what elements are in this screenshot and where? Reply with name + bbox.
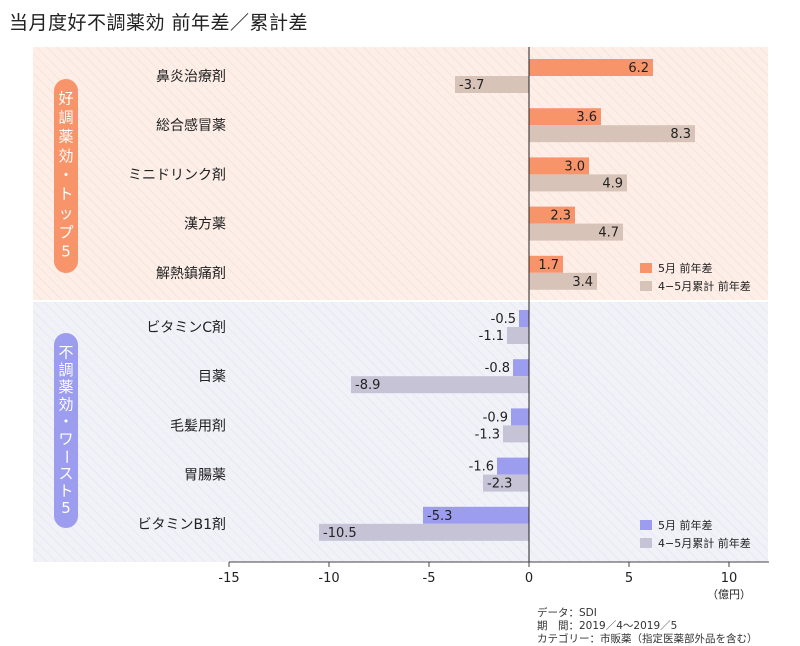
bar-current bbox=[529, 108, 601, 126]
data-label-current: 6.2 bbox=[628, 61, 649, 76]
data-label-current: 1.7 bbox=[538, 258, 559, 273]
data-label-current: -0.5 bbox=[491, 312, 516, 327]
data-label-current: -0.9 bbox=[483, 410, 508, 425]
bar-current bbox=[513, 359, 529, 377]
footnote-category: カテゴリー：市販薬（指定医薬部外品を含む） bbox=[537, 633, 758, 645]
data-label-cumulative: -2.3 bbox=[487, 477, 512, 492]
data-label-current: -5.3 bbox=[427, 509, 452, 524]
group-label-pill-2 bbox=[54, 333, 78, 528]
bar-cumulative bbox=[507, 327, 529, 344]
bar-current bbox=[423, 506, 529, 524]
group-label-char: ト bbox=[58, 482, 73, 500]
category-label: 解熱鎮痛剤 bbox=[156, 265, 226, 282]
bar-current bbox=[511, 408, 529, 426]
category-label: 胃腸薬 bbox=[184, 468, 226, 484]
group-label-char: 薬 bbox=[58, 128, 73, 146]
bar-cumulative bbox=[529, 272, 597, 290]
legend-label-current: 5月 前年差 bbox=[658, 518, 713, 532]
data-label-current: 2.3 bbox=[550, 209, 571, 224]
bar-cumulative bbox=[529, 125, 695, 143]
data-label-current: 3.6 bbox=[576, 110, 597, 125]
data-label-cumulative: -1.3 bbox=[475, 427, 500, 442]
group-label-char: 薬 bbox=[58, 378, 73, 396]
data-label-cumulative: -10.5 bbox=[323, 526, 357, 541]
bar-current bbox=[529, 206, 575, 224]
bar-cumulative bbox=[529, 223, 623, 241]
category-label: 目薬 bbox=[198, 369, 226, 385]
group-label-char: ・ bbox=[58, 413, 73, 431]
category-label: ミニドリンク剤 bbox=[128, 167, 226, 183]
category-label: 漢方薬 bbox=[184, 217, 226, 233]
bar-current bbox=[497, 457, 529, 475]
group-label-char: ス bbox=[58, 465, 73, 483]
group-label-char: ワ bbox=[58, 430, 73, 448]
legend-swatch-cumulative bbox=[640, 281, 652, 291]
data-label-cumulative: 8.3 bbox=[670, 127, 691, 142]
legend-label-cumulative: 4−5月累計 前年差 bbox=[658, 279, 751, 293]
bar-current bbox=[529, 255, 563, 273]
x-tick-label: -10 bbox=[318, 571, 339, 586]
legend-swatch-current bbox=[640, 520, 652, 530]
data-label-cumulative: -1.1 bbox=[479, 329, 504, 344]
data-label-cumulative: -3.7 bbox=[459, 78, 484, 93]
data-label-current: -0.8 bbox=[485, 361, 510, 376]
group-label-char: ト bbox=[58, 185, 73, 203]
category-label: 毛髪用剤 bbox=[170, 418, 226, 434]
group-label-char: 5 bbox=[61, 242, 71, 260]
data-label-cumulative: 4.7 bbox=[598, 226, 619, 241]
category-label: 総合感冒薬 bbox=[156, 117, 226, 134]
group-label-char: 好 bbox=[58, 90, 73, 108]
group-label-char: 効 bbox=[58, 395, 73, 413]
bar-cumulative bbox=[319, 523, 529, 541]
legend-label-current: 5月 前年差 bbox=[658, 261, 713, 275]
data-label-current: 3.0 bbox=[564, 159, 585, 174]
bar-cumulative bbox=[503, 425, 529, 443]
legend-swatch-cumulative bbox=[640, 538, 652, 548]
legend-label-cumulative: 4−5月累計 前年差 bbox=[658, 536, 751, 550]
x-tick-label: 5 bbox=[625, 571, 633, 586]
group-label-char: ー bbox=[58, 449, 76, 464]
group-label-char: 調 bbox=[58, 109, 73, 127]
group-label-char: プ bbox=[58, 223, 73, 241]
footnote-period: 期 間：2019／4〜2019／5 bbox=[537, 620, 678, 632]
bar-cumulative bbox=[483, 474, 529, 492]
x-axis-unit: （億円） bbox=[707, 588, 751, 601]
footnote-source: データ：SDI bbox=[537, 607, 597, 619]
bar-current bbox=[529, 59, 653, 76]
panel-background-2 bbox=[33, 301, 768, 562]
category-label: ビタミンB1剤 bbox=[137, 517, 226, 533]
data-label-cumulative: -8.9 bbox=[355, 378, 380, 393]
x-tick-label: -5 bbox=[423, 571, 436, 586]
x-tick-label: -15 bbox=[218, 571, 239, 586]
x-tick-label: 0 bbox=[525, 571, 533, 586]
category-label: 鼻炎治療剤 bbox=[156, 68, 226, 85]
group-label-char: 不 bbox=[58, 344, 73, 362]
group-label-char: 5 bbox=[61, 499, 71, 517]
bar-cumulative bbox=[529, 174, 627, 192]
category-label: ビタミンC剤 bbox=[146, 320, 226, 336]
group-label-char: ッ bbox=[58, 204, 73, 222]
group-label-char: 調 bbox=[58, 361, 73, 379]
chart-title: 当月度好不調薬効 前年差／累計差 bbox=[9, 12, 309, 34]
x-tick-label: 10 bbox=[721, 571, 738, 586]
group-label-char: ・ bbox=[58, 166, 73, 184]
panel-background-1 bbox=[33, 47, 768, 301]
bar-cumulative bbox=[351, 376, 529, 394]
data-label-current: -1.6 bbox=[469, 460, 494, 475]
bar-current bbox=[519, 310, 529, 327]
data-label-cumulative: 4.9 bbox=[602, 176, 623, 191]
data-label-cumulative: 3.4 bbox=[572, 275, 593, 290]
bar-cumulative bbox=[455, 76, 529, 93]
legend-swatch-current bbox=[640, 263, 652, 273]
bar-current bbox=[529, 157, 589, 175]
group-label-char: 効 bbox=[58, 147, 73, 165]
group-label-pill-1 bbox=[54, 79, 78, 273]
